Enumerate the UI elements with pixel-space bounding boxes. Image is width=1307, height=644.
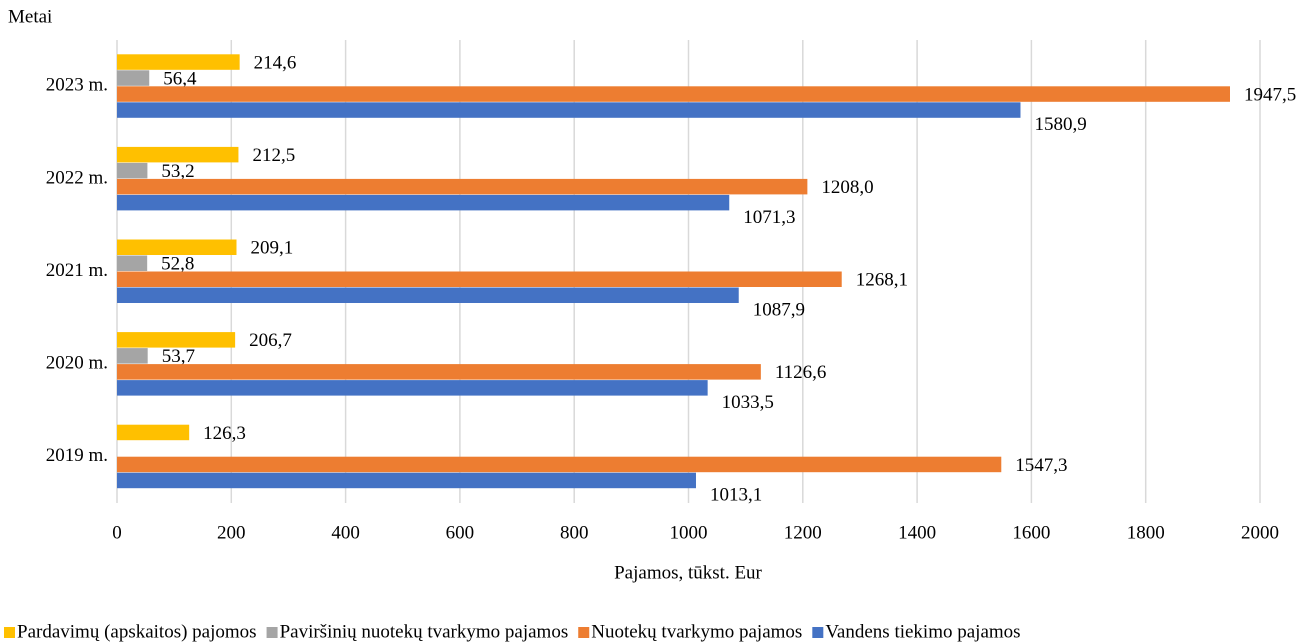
data-label: 214,6 — [254, 52, 297, 73]
bar — [117, 472, 696, 489]
legend-swatch — [4, 627, 15, 638]
data-label: 1208,0 — [821, 177, 873, 198]
data-label: 1033,5 — [722, 392, 774, 413]
bar — [117, 86, 1230, 102]
legend-label: Nuotekų tvarkymo pajamos — [591, 621, 802, 642]
legend-swatch — [578, 627, 590, 638]
x-tick-label: 800 — [560, 522, 589, 543]
data-label: 1126,6 — [775, 362, 827, 383]
bar — [117, 178, 808, 195]
legend-label: Vandens tiekimo pajamos — [825, 621, 1020, 642]
x-tick-label: 200 — [217, 522, 246, 543]
y-tick-label: 2021 m. — [46, 260, 108, 281]
data-label: 1268,1 — [856, 270, 908, 291]
data-label: 209,1 — [251, 238, 294, 259]
bar — [117, 348, 148, 364]
x-tick-label: 1600 — [1012, 522, 1050, 543]
data-label: 212,5 — [252, 145, 295, 166]
y-tick-label: 2019 m. — [46, 445, 108, 466]
data-label: 1580,9 — [1034, 114, 1086, 135]
legend-label: Pardavimų (apskaitos) pajomos — [17, 621, 257, 642]
bar — [117, 102, 1021, 118]
bar — [117, 287, 739, 303]
bar — [117, 239, 237, 255]
data-label: 53,2 — [161, 161, 194, 182]
bar — [117, 424, 190, 441]
bar — [117, 162, 148, 179]
data-label: 1547,3 — [1015, 455, 1067, 476]
bar — [117, 332, 236, 348]
bar — [117, 271, 842, 287]
bar — [117, 146, 239, 163]
y-tick-label: 2022 m. — [46, 167, 108, 188]
x-tick-label: 2000 — [1241, 522, 1279, 543]
data-label: 1013,1 — [710, 485, 762, 506]
y-tick-label: 2020 m. — [46, 352, 108, 373]
x-tick-label: 600 — [446, 522, 475, 543]
data-label: 52,8 — [161, 254, 194, 275]
data-label: 1071,3 — [743, 207, 795, 228]
x-tick-label: 0 — [112, 522, 122, 543]
legend-swatch — [266, 627, 278, 638]
bar — [117, 70, 150, 86]
data-label: 53,7 — [162, 346, 195, 367]
x-tick-label: 400 — [331, 522, 360, 543]
bar — [117, 364, 761, 380]
bar — [117, 255, 148, 271]
data-label: 1087,9 — [753, 299, 805, 320]
x-tick-label: 1400 — [898, 522, 936, 543]
x-tick-label: 1800 — [1127, 522, 1165, 543]
legend-swatch — [812, 627, 824, 638]
data-label: 56,4 — [163, 68, 197, 89]
data-label: 206,7 — [249, 330, 292, 351]
bar — [117, 194, 730, 211]
data-label: 1947,5 — [1244, 84, 1296, 105]
y-axis-label: Metai — [8, 6, 52, 27]
data-label: 126,3 — [203, 423, 246, 444]
x-axis-label: Pajamos, tūkst. Eur — [614, 562, 762, 583]
legend-label: Paviršinių nuotekų tvarkymo pajamos — [280, 621, 569, 642]
x-tick-label: 1000 — [670, 522, 708, 543]
x-tick-label: 1200 — [784, 522, 822, 543]
bar — [117, 456, 1002, 473]
bar — [117, 54, 240, 70]
y-tick-label: 2023 m. — [46, 75, 108, 96]
bar — [117, 380, 708, 396]
